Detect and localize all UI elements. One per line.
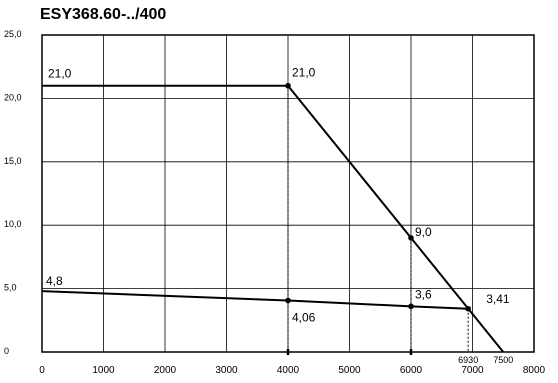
- data-point: [465, 305, 471, 312]
- x-extra-tick-label: 7500: [493, 355, 513, 365]
- data-point: [285, 297, 291, 304]
- point-label: 21,0: [292, 66, 316, 80]
- x-tick-label: 0: [39, 365, 45, 376]
- data-point: [408, 235, 414, 241]
- y-tick-label: 0: [4, 346, 9, 356]
- grid: [42, 35, 534, 352]
- y-tick-label: 10,0: [4, 219, 22, 229]
- series-line: [41, 290, 469, 310]
- x-tick-label: 1000: [92, 365, 115, 376]
- point-labels: 21,0 21,0 9,0 4,8 4,06 3,6 3,41: [46, 66, 510, 325]
- point-label: 4,06: [292, 311, 316, 325]
- data-markers: [285, 82, 471, 312]
- chart-title: ESY368.60-../400: [40, 6, 167, 23]
- tick-labels: 0 1000 2000 3000 4000 5000 6000 7000 8000 0 5,0 10,…: [4, 29, 546, 376]
- series-lines: [41, 84, 505, 353]
- x-tick-label: 5000: [338, 365, 361, 376]
- point-label: 9,0: [415, 225, 432, 239]
- y-tick-label: 5,0: [4, 283, 17, 293]
- plot-frame: [41, 34, 535, 353]
- point-label: 4,8: [46, 274, 63, 288]
- data-point: [285, 82, 291, 89]
- y-tick-label: 15,0: [4, 156, 22, 166]
- x-tick-label: 4000: [277, 365, 300, 376]
- x-extra-tick-label: 6930: [458, 355, 478, 365]
- data-point: [408, 303, 414, 310]
- x-tick-label: 8000: [523, 365, 546, 376]
- x-tick-label: 6000: [400, 365, 423, 376]
- x-tick-label: 3000: [215, 365, 238, 376]
- y-tick-label: 20,0: [4, 92, 22, 102]
- x-tick-label: 2000: [154, 365, 177, 376]
- series-line: [42, 84, 505, 353]
- y-tick-label: 25,0: [4, 29, 22, 39]
- point-label: 3,6: [415, 287, 432, 301]
- x-tick-label: 7000: [461, 365, 484, 376]
- point-label: 3,41: [486, 292, 510, 306]
- point-label: 21,0: [48, 67, 72, 81]
